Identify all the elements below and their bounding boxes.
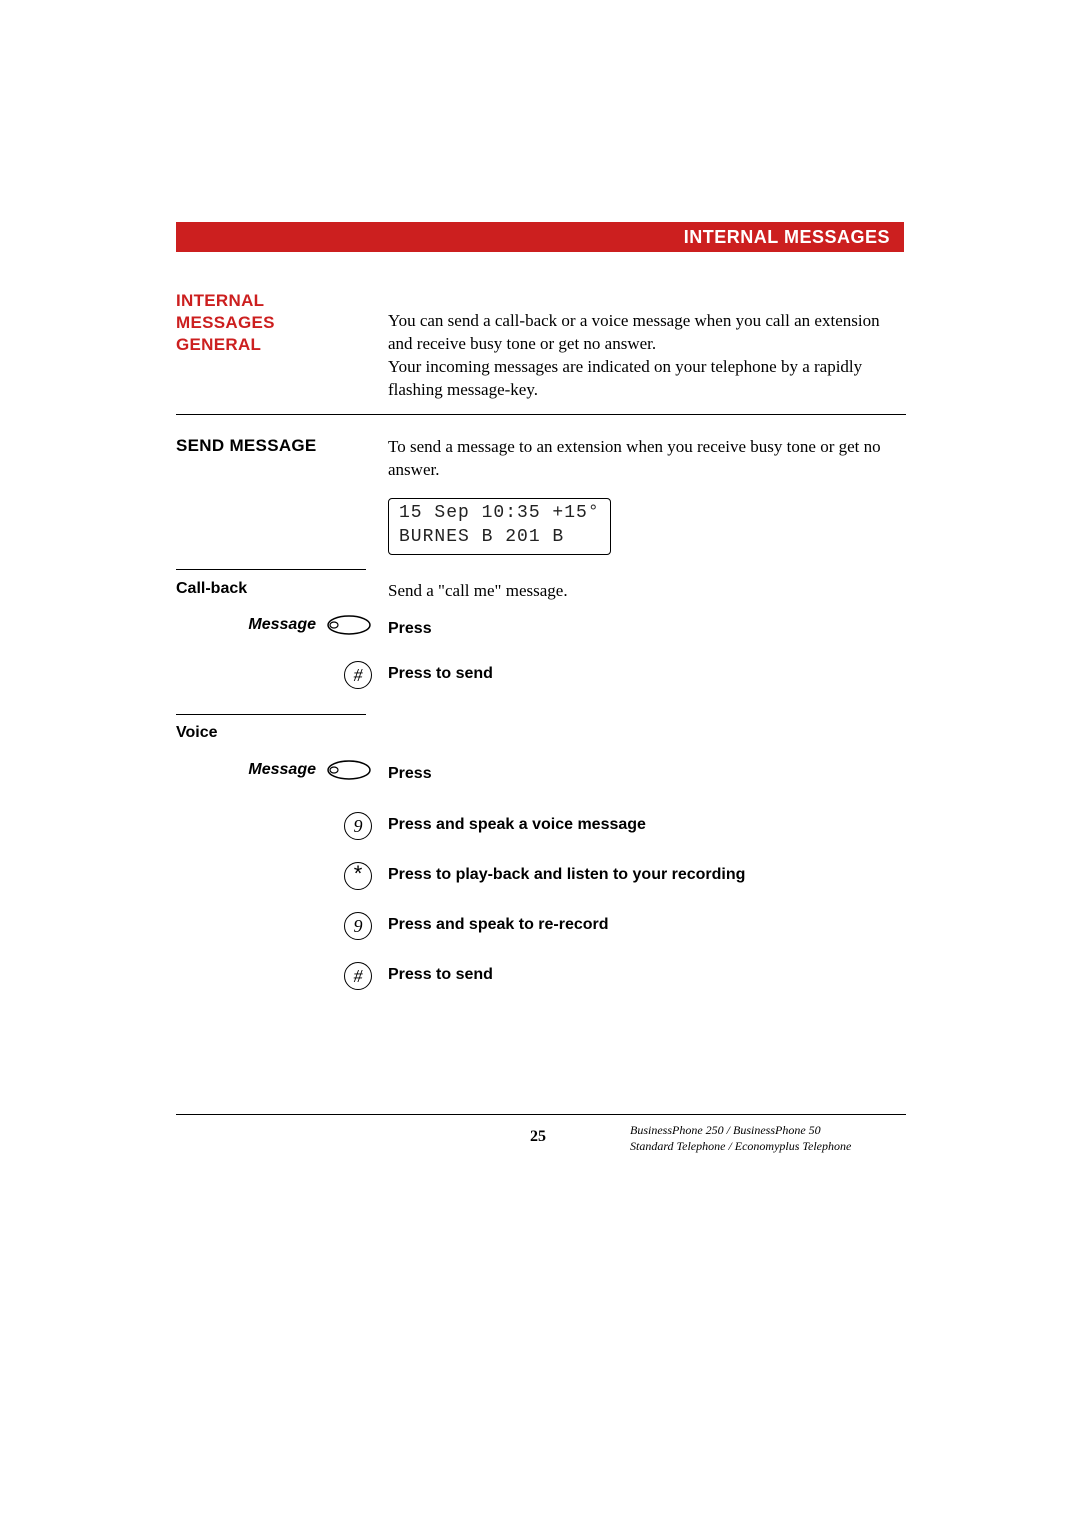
general-heading-line1: INTERNAL MESSAGES: [176, 290, 366, 334]
divider-1: [176, 414, 906, 415]
callback-step1-text: Press: [388, 616, 432, 642]
send-heading: SEND MESSAGE: [176, 436, 366, 456]
page-number: 25: [530, 1128, 546, 1146]
footer-divider: [176, 1114, 906, 1115]
nine-key-icon-2: 9: [320, 912, 372, 940]
key-circle-hash-2: #: [344, 962, 372, 990]
key-circle-star: *: [344, 862, 372, 890]
general-heading-line2: GENERAL: [176, 334, 366, 356]
voice-step1-text: Press: [388, 761, 432, 787]
key-circle-9-2: 9: [344, 912, 372, 940]
voice-heading-block: Voice: [176, 724, 366, 742]
voice-step5-text: Press to send: [388, 962, 493, 988]
message-key-icon: [320, 614, 372, 636]
callback-heading: Call-back: [176, 580, 366, 598]
footer-text: BusinessPhone 250 / BusinessPhone 50 Sta…: [630, 1122, 851, 1154]
voice-heading: Voice: [176, 724, 366, 742]
header-title: INTERNAL MESSAGES: [684, 227, 890, 247]
callback-desc: Send a "call me" message.: [388, 580, 906, 603]
voice-step1-label: Message: [176, 761, 316, 779]
message-key-icon-2: [320, 759, 372, 781]
header-bar: INTERNAL MESSAGES: [176, 222, 904, 252]
hash-key-icon: #: [320, 661, 372, 689]
footer-line-2: Standard Telephone / Economyplus Telepho…: [630, 1138, 851, 1154]
nine-key-icon-1: 9: [320, 812, 372, 840]
footer-line-1: BusinessPhone 250 / BusinessPhone 50: [630, 1122, 851, 1138]
key-circle-9-1: 9: [344, 812, 372, 840]
send-body: To send a message to an extension when y…: [388, 436, 906, 482]
divider-2: [176, 569, 366, 570]
lcd-line-2: BURNES B 201 B: [399, 525, 600, 549]
voice-step2-text: Press and speak a voice message: [388, 812, 646, 838]
callback-step2-text: Press to send: [388, 661, 493, 687]
general-heading-block: INTERNAL MESSAGES GENERAL: [176, 290, 366, 356]
general-body: You can send a call-back or a voice mess…: [388, 310, 906, 402]
voice-step3-text: Press to play-back and listen to your re…: [388, 862, 745, 888]
lcd-line-1: 15 Sep 10:35 +15°: [399, 501, 600, 525]
hash-key-icon-2: #: [320, 962, 372, 990]
callback-step1-label: Message: [176, 616, 316, 634]
divider-3: [176, 714, 366, 715]
page: INTERNAL MESSAGES INTERNAL MESSAGES GENE…: [0, 0, 1080, 1528]
send-heading-block: SEND MESSAGE: [176, 436, 366, 456]
lcd-display: 15 Sep 10:35 +15° BURNES B 201 B: [388, 498, 611, 555]
star-key-icon: *: [320, 862, 372, 890]
key-circle-hash: #: [344, 661, 372, 689]
callback-heading-block: Call-back: [176, 580, 366, 598]
voice-step4-text: Press and speak to re-record: [388, 912, 609, 938]
